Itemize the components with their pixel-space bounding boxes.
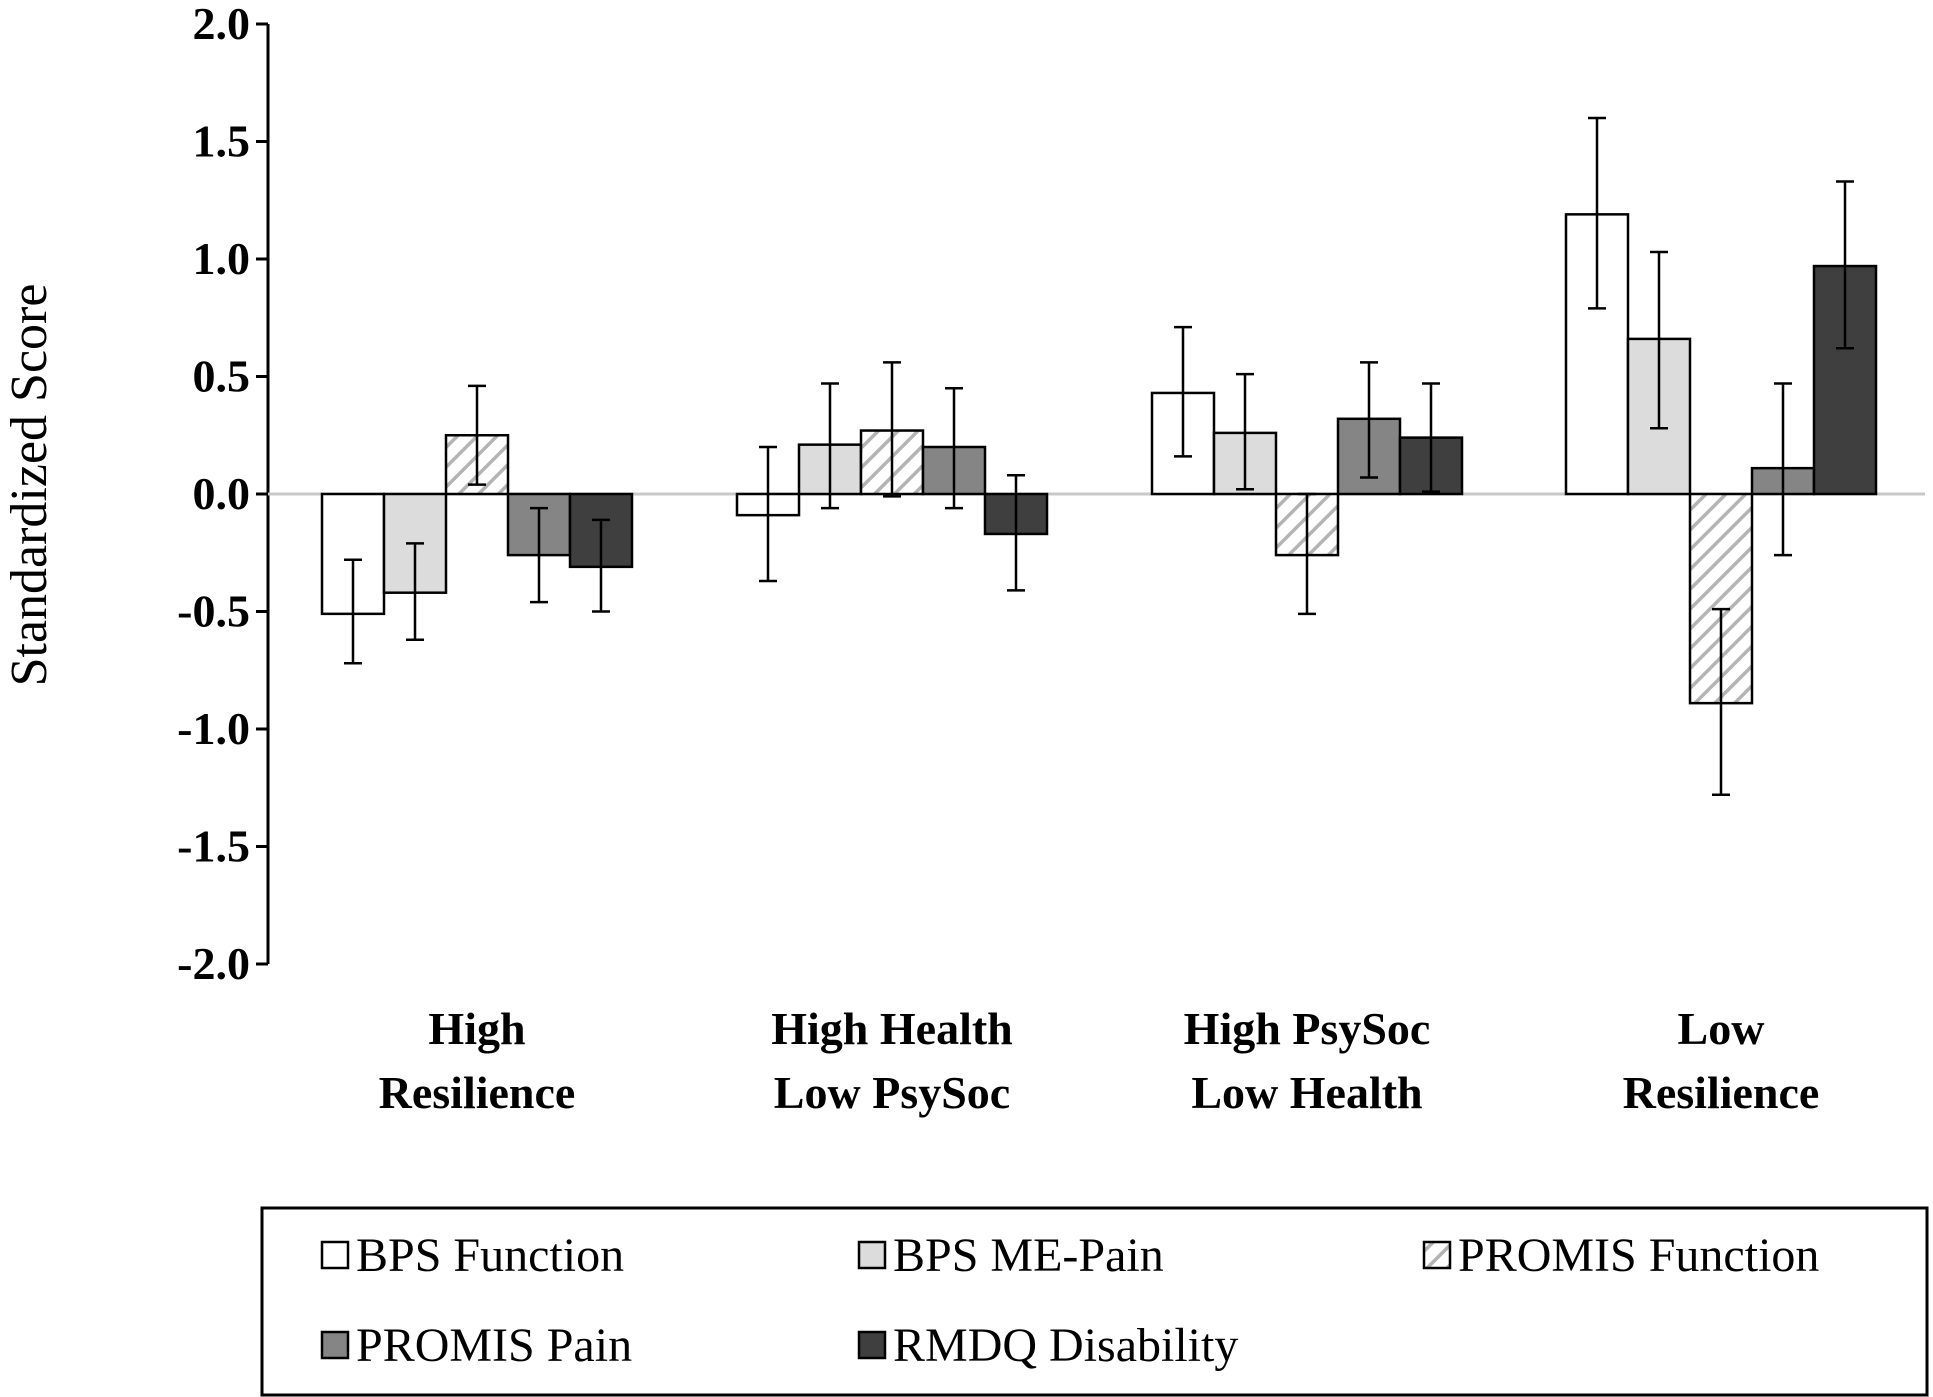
error-bar-rmdq-disability-0 xyxy=(592,518,610,613)
error-bar-bps-function-2 xyxy=(1174,325,1192,458)
error-bar-bps-me-pain-3 xyxy=(1650,250,1668,430)
error-bar-bps-me-pain-0 xyxy=(406,542,424,641)
error-bar-promis-pain-3 xyxy=(1774,382,1792,557)
legend-item-promis-pain: PROMIS Pain xyxy=(320,1319,632,1372)
y-tick-label: 1.5 xyxy=(193,116,251,167)
error-bar-bps-function-1 xyxy=(759,445,777,583)
error-bar-bps-me-pain-2 xyxy=(1236,372,1254,491)
category-label-low-resilience: Low Resilience xyxy=(1623,1003,1820,1118)
legend: BPS Function BPS ME-Pain PROMIS Function PR… xyxy=(260,1206,1929,1397)
legend-swatch xyxy=(320,1330,350,1360)
y-tick-label: -0.5 xyxy=(177,586,250,637)
error-bar-promis-function-2 xyxy=(1298,492,1316,616)
y-tick-label: -2.0 xyxy=(177,938,250,989)
legend-label: BPS Function xyxy=(356,1229,624,1282)
category-labels: High Resilience High Health Low PsySoc High … xyxy=(379,1003,1820,1118)
legend-swatch xyxy=(857,1330,887,1360)
error-bars xyxy=(344,116,1854,797)
category-label-high-health-low-psysoc: High Health Low PsySoc xyxy=(771,1003,1013,1118)
category-label-high-psysoc-low-health: High PsySoc Low Health xyxy=(1184,1003,1431,1118)
legend-item-bps-function: BPS Function xyxy=(320,1229,624,1282)
legend-item-rmdq-disability: RMDQ Disability xyxy=(857,1319,1238,1372)
y-axis: 2.0 1.5 1.0 0.5 0.0 -0.5 -1.0 -1.5 -2.0 xyxy=(177,0,270,989)
error-bar-promis-pain-1 xyxy=(945,387,963,510)
error-bar-bps-function-3 xyxy=(1588,116,1606,310)
bars xyxy=(320,213,1878,705)
error-bar-promis-pain-0 xyxy=(530,506,548,604)
error-bar-rmdq-disability-1 xyxy=(1007,473,1025,592)
legend-swatch xyxy=(320,1240,350,1270)
category-label-high-resilience: High Resilience xyxy=(379,1003,576,1118)
error-bar-promis-function-0 xyxy=(468,384,486,486)
error-bar-promis-pain-2 xyxy=(1360,361,1378,479)
y-axis-title: Standardized Score xyxy=(1,284,58,687)
y-tick-label: -1.0 xyxy=(177,703,250,754)
error-bar-bps-me-pain-1 xyxy=(821,382,839,510)
y-tick-label: 1.0 xyxy=(193,233,251,284)
y-tick-label: 0.0 xyxy=(193,468,251,519)
y-tick-label: 0.5 xyxy=(193,351,251,402)
error-bar-bps-function-0 xyxy=(344,558,362,665)
legend-swatch xyxy=(857,1240,887,1270)
error-bar-rmdq-disability-3 xyxy=(1836,180,1854,350)
legend-label: BPS ME-Pain xyxy=(893,1229,1164,1282)
legend-item-bps-me-pain: BPS ME-Pain xyxy=(857,1229,1164,1282)
error-bar-promis-function-1 xyxy=(883,361,901,498)
legend-swatch xyxy=(1422,1240,1452,1270)
error-bar-promis-function-3 xyxy=(1712,607,1730,797)
legend-box xyxy=(260,1206,1929,1397)
legend-item-promis-function: PROMIS Function xyxy=(1422,1229,1819,1282)
legend-label: PROMIS Pain xyxy=(356,1319,632,1372)
legend-label: PROMIS Function xyxy=(1458,1229,1819,1282)
y-tick-label: 2.0 xyxy=(193,0,251,49)
legend-label: RMDQ Disability xyxy=(893,1319,1238,1372)
error-bar-rmdq-disability-2 xyxy=(1422,382,1440,493)
y-tick-label: -1.5 xyxy=(177,821,250,872)
